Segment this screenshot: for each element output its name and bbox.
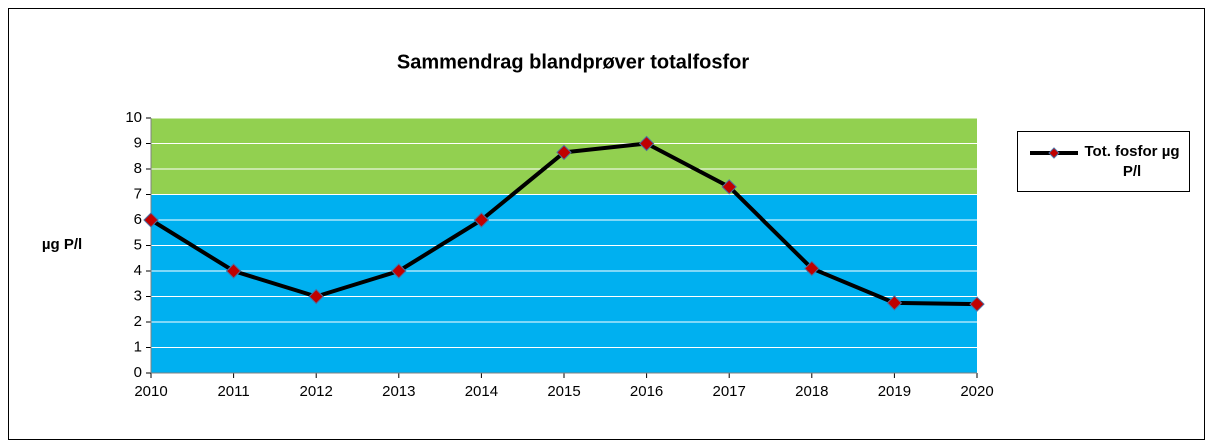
legend-box [1017, 131, 1190, 192]
legend-label: Tot. fosfor µg P/l [1084, 143, 1180, 180]
y-tick-label: 4 [134, 262, 142, 279]
x-tick-label: 2020 [960, 383, 993, 400]
chart-title: Sammendrag blandprøver totalfosfor [397, 51, 749, 73]
x-tick-label: 2011 [217, 383, 249, 400]
y-tick-label: 6 [134, 211, 142, 228]
data-marker [804, 260, 820, 277]
x-tick-label: 2010 [134, 383, 167, 400]
data-marker [391, 263, 407, 279]
data-marker [721, 179, 737, 195]
x-tick-label: 2017 [713, 383, 746, 400]
x-tick-label: 2019 [878, 383, 911, 400]
y-axis-label: µg P/l [42, 236, 82, 253]
y-tick-label: 3 [134, 287, 142, 304]
data-marker [143, 212, 159, 228]
y-tick-label: 9 [134, 134, 142, 151]
y-tick-label: 1 [134, 338, 142, 355]
data-marker [556, 144, 572, 161]
background-band [151, 194, 977, 373]
data-marker [473, 212, 490, 228]
data-marker [225, 263, 242, 279]
y-tick-label: 10 [125, 109, 142, 126]
x-tick-label: 2015 [547, 383, 580, 400]
data-marker [886, 295, 903, 311]
x-tick-label: 2014 [465, 383, 498, 400]
x-tick-label: 2012 [300, 383, 333, 400]
y-tick-label: 8 [134, 160, 142, 177]
x-tick-label: 2018 [795, 383, 828, 400]
data-marker [308, 288, 324, 305]
x-tick-label: 2013 [382, 383, 415, 400]
y-tick-label: 5 [134, 236, 142, 253]
x-tick-label: 2016 [630, 383, 663, 400]
legend-marker [1048, 147, 1060, 159]
y-tick-label: 7 [134, 185, 142, 202]
y-tick-label: 0 [134, 364, 142, 381]
data-marker [969, 296, 985, 312]
y-tick-label: 2 [134, 313, 142, 330]
data-marker [638, 135, 655, 152]
